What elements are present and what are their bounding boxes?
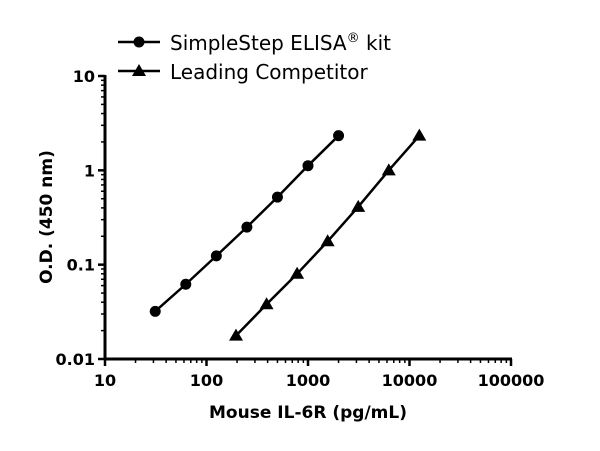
x-tick-label: 100000 [478,371,545,390]
y-tick-label: 10 [73,67,95,86]
legend-item-competitor: Leading Competitor [118,60,368,84]
data-point-triangle [381,163,396,176]
data-point-circle [149,305,161,317]
data-point-circle [241,221,253,233]
data-point-circle [302,160,314,172]
legend-label-suffix: kit [360,31,391,55]
data-point-triangle [259,297,274,310]
y-tick-label: 1 [84,161,95,180]
x-tick-label: 10 [94,371,116,390]
x-tick-label: 10000 [382,371,438,390]
axes: 10 100 1000 10000 100000 0.01 0.1 1 10 [56,67,545,390]
data-point-circle [210,250,222,262]
data-point-circle [180,278,192,290]
x-axis-label: Mouse IL-6R (pg/mL) [209,403,407,423]
data-point-circle [333,130,345,142]
y-tick-label: 0.1 [67,256,95,275]
legend-item-simplestep: SimpleStep ELISA® kit [118,31,391,55]
data-point-triangle [290,266,305,279]
data-point-triangle [412,128,427,141]
x-tick-label: 1000 [286,371,331,390]
data-point-triangle [320,234,335,247]
legend-label-simplestep: SimpleStep ELISA® kit [170,31,391,55]
legend-circle-marker [133,36,145,48]
y-axis-label: O.D. (450 nm) [37,150,57,284]
legend-label-name: SimpleStep ELISA [170,31,347,55]
x-tick-label: 100 [190,371,223,390]
legend-label-registered: ® [347,31,360,46]
y-tick-label: 0.01 [56,350,95,369]
data-point-circle [271,191,283,203]
legend: SimpleStep ELISA® kit Leading Competitor [118,31,391,84]
plot-area [149,128,427,341]
data-point-triangle [229,328,244,341]
legend-label-competitor: Leading Competitor [170,60,368,84]
data-point-triangle [351,199,366,212]
legend-triangle-marker [132,64,146,76]
